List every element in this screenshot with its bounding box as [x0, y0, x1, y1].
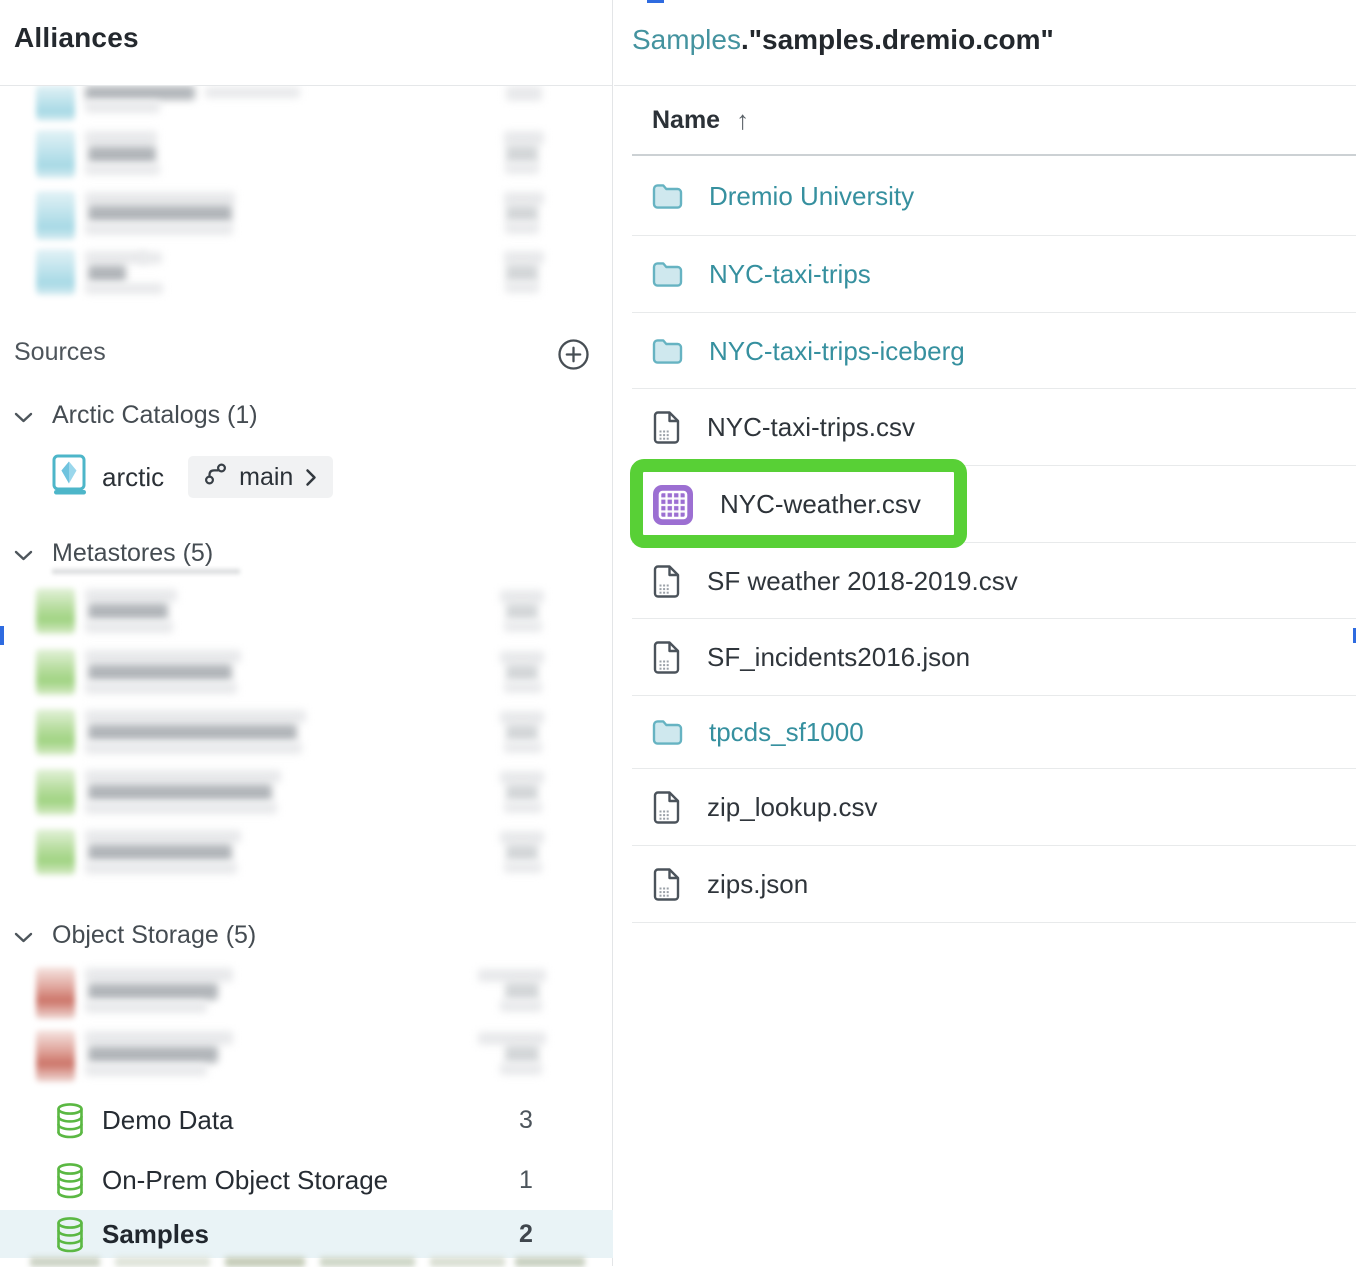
- chevron-down-icon: [14, 401, 33, 430]
- folder-icon: [652, 719, 683, 746]
- branch-picker-button[interactable]: main: [188, 456, 334, 498]
- folder-name-link[interactable]: NYC-taxi-trips: [709, 259, 871, 289]
- section-label: Arctic Catalogs (1): [52, 401, 258, 429]
- folder-icon: [652, 183, 683, 210]
- arctic-catalog-name: arctic: [102, 461, 165, 492]
- dataset-count-badge: 1: [519, 1165, 533, 1194]
- file-name[interactable]: SF_incidents2016.json: [707, 642, 971, 672]
- sidebar-section-object-storage[interactable]: Object Storage (5): [14, 921, 256, 950]
- sidebar-section-arctic-catalogs[interactable]: Arctic Catalogs (1): [14, 401, 258, 430]
- breadcrumb: Samples."samples.dremio.com": [632, 24, 1054, 56]
- git-branch-icon: [204, 462, 227, 493]
- source-name: Samples: [102, 1218, 209, 1249]
- source-name: On-Prem Object Storage: [102, 1164, 389, 1195]
- folder-name-link[interactable]: NYC-taxi-trips-iceberg: [709, 335, 965, 366]
- sidebar-item-arctic[interactable]: arctic main: [50, 453, 334, 502]
- sidebar-item-samples[interactable]: Samples 2: [0, 1210, 613, 1258]
- table-row[interactable]: zip_lookup.csv: [614, 769, 1356, 846]
- breadcrumb-source-link[interactable]: Samples: [632, 24, 741, 55]
- table-row[interactable]: NYC-taxi-trips-iceberg: [614, 313, 1356, 389]
- right-edge-marker: [1353, 628, 1356, 643]
- redacted-underline: [52, 569, 240, 574]
- sidebar: Alliances Sources Arctic Catalogs (1): [0, 0, 613, 1267]
- table-row[interactable]: NYC-taxi-trips: [614, 236, 1356, 313]
- dataset-grid-icon: [652, 484, 694, 526]
- column-header-name[interactable]: Name ↑: [652, 105, 749, 136]
- breadcrumb-folder: "samples.dremio.com": [748, 24, 1054, 55]
- table-header-divider: [632, 154, 1356, 156]
- tab-indicator: [647, 0, 664, 3]
- sidebar-item-demo-data[interactable]: Demo Data 3: [0, 1096, 613, 1144]
- column-label: Name: [652, 106, 721, 134]
- file-icon: [652, 868, 681, 901]
- table-row[interactable]: zips.json: [614, 846, 1356, 923]
- table-row[interactable]: Dremio University: [614, 156, 1356, 236]
- dataset-count-badge: 2: [519, 1219, 533, 1248]
- sidebar-section-metastores[interactable]: Metastores (5): [14, 539, 213, 568]
- sidebar-title: Alliances: [14, 22, 139, 53]
- file-name[interactable]: zips.json: [707, 869, 809, 899]
- folder-name-link[interactable]: tpcds_sf1000: [709, 717, 864, 747]
- plus-circle-icon: [557, 339, 590, 374]
- content-header: Samples."samples.dremio.com": [614, 0, 1356, 86]
- breadcrumb-separator: .: [740, 24, 749, 55]
- file-icon: [652, 411, 681, 444]
- catalog-book-icon: [50, 453, 89, 502]
- table-row[interactable]: NYC-weather.csv: [614, 466, 1356, 543]
- file-icon: [652, 641, 681, 674]
- sidebar-header: Alliances: [0, 0, 612, 86]
- section-label: Metastores (5): [52, 539, 214, 567]
- source-name: Demo Data: [102, 1104, 234, 1135]
- sidebar-item-on-prem-object-storage[interactable]: On-Prem Object Storage 1: [0, 1156, 613, 1204]
- folder-name-link[interactable]: Dremio University: [709, 180, 915, 211]
- file-icon: [652, 791, 681, 824]
- chevron-right-icon: [305, 468, 317, 487]
- add-source-button[interactable]: [556, 338, 590, 372]
- chevron-down-icon: [14, 539, 33, 568]
- database-icon: [55, 1162, 85, 1199]
- table-row[interactable]: NYC-taxi-trips.csv: [614, 389, 1356, 466]
- dataset-count-badge: 3: [519, 1105, 533, 1134]
- folder-icon: [652, 338, 683, 365]
- section-label: Object Storage (5): [52, 921, 257, 949]
- file-icon: [652, 564, 681, 598]
- sort-arrow-up-icon: ↑: [736, 105, 750, 135]
- chevron-down-icon: [14, 921, 33, 950]
- database-icon: [55, 1216, 85, 1253]
- branch-name: main: [239, 462, 294, 491]
- file-name[interactable]: SF weather 2018-2019.csv: [707, 565, 1018, 596]
- sources-heading: Sources: [14, 338, 106, 366]
- table-row[interactable]: SF_incidents2016.json: [614, 619, 1356, 696]
- table-row[interactable]: SF weather 2018-2019.csv: [614, 543, 1356, 619]
- left-edge-marker: [0, 626, 4, 645]
- folder-icon: [652, 261, 683, 288]
- database-icon: [55, 1102, 85, 1139]
- file-name[interactable]: NYC-taxi-trips.csv: [707, 412, 916, 442]
- file-name[interactable]: zip_lookup.csv: [707, 792, 878, 822]
- file-name[interactable]: NYC-weather.csv: [720, 489, 921, 519]
- table-row[interactable]: tpcds_sf1000: [614, 696, 1356, 769]
